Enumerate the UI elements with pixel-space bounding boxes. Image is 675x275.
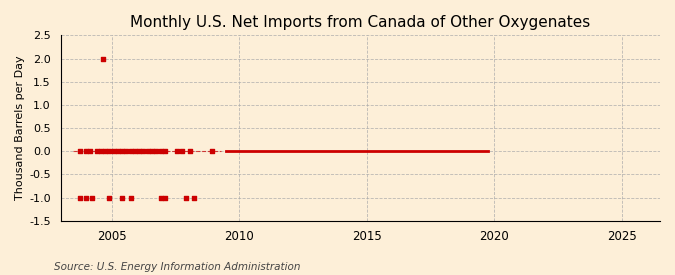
Point <box>100 149 111 153</box>
Point <box>104 196 115 200</box>
Point <box>108 149 119 153</box>
Point <box>189 196 200 200</box>
Point <box>155 149 166 153</box>
Point <box>80 196 91 200</box>
Point <box>130 149 140 153</box>
Point <box>134 149 144 153</box>
Point <box>113 149 124 153</box>
Point <box>80 149 91 153</box>
Point <box>126 196 136 200</box>
Point <box>74 196 85 200</box>
Point <box>159 149 170 153</box>
Point <box>138 149 148 153</box>
Point <box>121 149 132 153</box>
Text: Source: U.S. Energy Information Administration: Source: U.S. Energy Information Administ… <box>54 262 300 272</box>
Point <box>104 149 115 153</box>
Point <box>117 149 128 153</box>
Point <box>151 149 161 153</box>
Point <box>126 149 136 153</box>
Point <box>142 149 153 153</box>
Point <box>172 149 183 153</box>
Point <box>155 196 166 200</box>
Point <box>117 196 128 200</box>
Point <box>98 56 109 61</box>
Title: Monthly U.S. Net Imports from Canada of Other Oxygenates: Monthly U.S. Net Imports from Canada of … <box>130 15 591 30</box>
Point <box>91 149 102 153</box>
Point <box>87 196 98 200</box>
Y-axis label: Thousand Barrels per Day: Thousand Barrels per Day <box>15 56 25 200</box>
Point <box>185 149 196 153</box>
Point <box>85 149 96 153</box>
Point <box>95 149 106 153</box>
Point <box>206 149 217 153</box>
Point <box>159 196 170 200</box>
Point <box>146 149 157 153</box>
Point <box>74 149 85 153</box>
Point <box>181 196 192 200</box>
Point <box>176 149 187 153</box>
